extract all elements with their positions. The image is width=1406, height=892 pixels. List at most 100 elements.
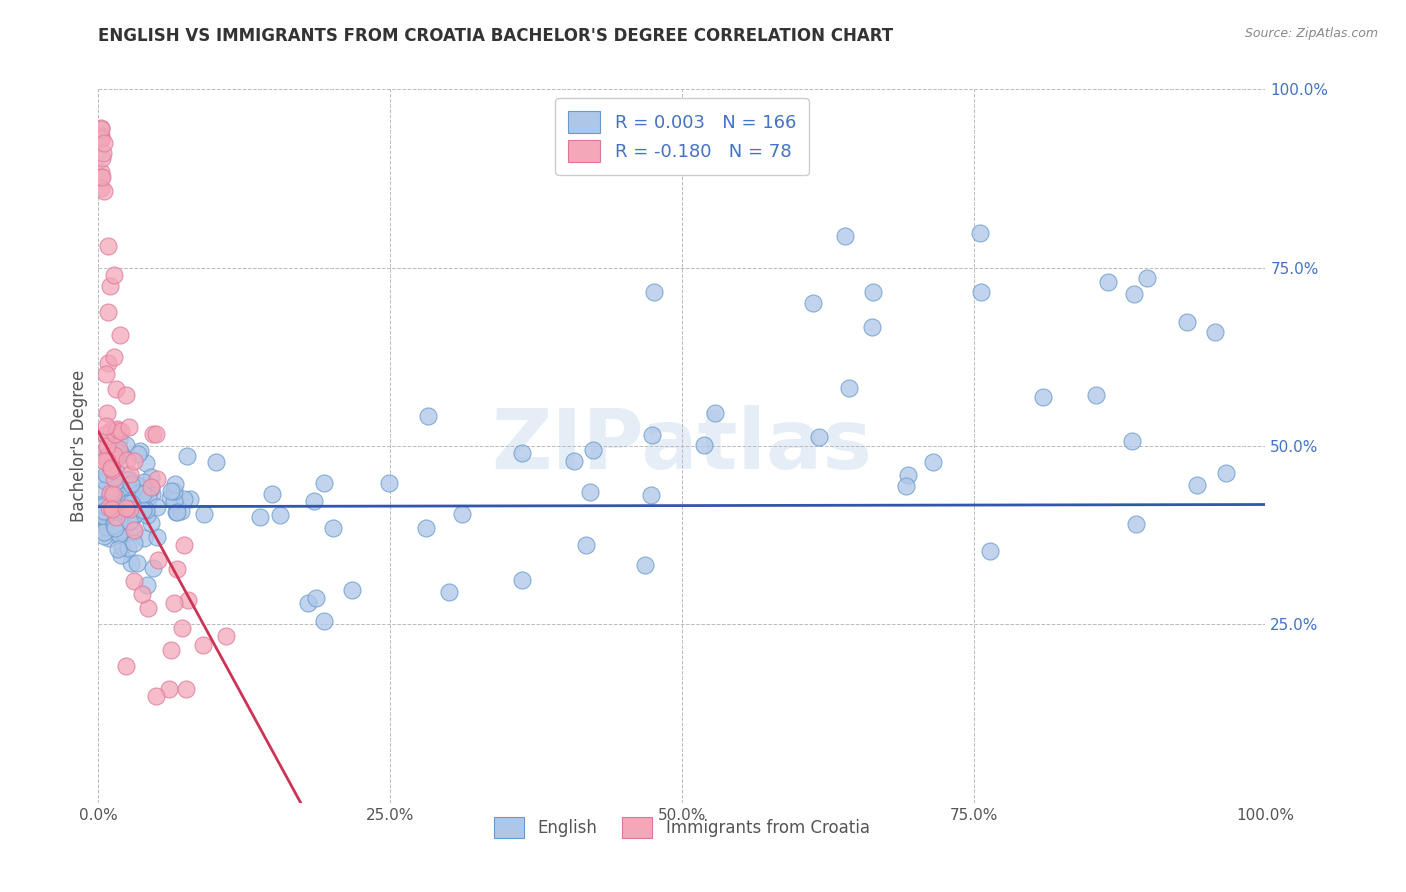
Point <box>93 504 115 518</box>
Point <box>146 530 169 544</box>
Point <box>90 169 112 184</box>
Point <box>146 553 169 567</box>
Point <box>114 519 136 533</box>
Point <box>115 659 138 673</box>
Point <box>1215 467 1237 481</box>
Point <box>96 418 118 433</box>
Point <box>510 573 533 587</box>
Point <box>118 501 141 516</box>
Point <box>105 505 128 519</box>
Point <box>108 442 131 456</box>
Point <box>97 356 120 370</box>
Point <box>120 556 142 570</box>
Point <box>969 226 991 240</box>
Point <box>302 494 325 508</box>
Point <box>173 538 195 552</box>
Point <box>104 451 127 466</box>
Point <box>124 574 146 589</box>
Point <box>90 181 112 195</box>
Point <box>418 409 440 423</box>
Point <box>145 690 167 704</box>
Point <box>172 621 194 635</box>
Point <box>807 430 830 444</box>
Point <box>135 578 157 592</box>
Point <box>104 464 127 478</box>
Point <box>139 516 162 530</box>
Point <box>120 514 142 528</box>
Point <box>643 285 665 299</box>
Point <box>163 493 186 508</box>
Point <box>801 295 824 310</box>
Point <box>93 505 115 519</box>
Point <box>163 477 186 491</box>
Point <box>103 500 125 515</box>
Point <box>111 540 134 554</box>
Point <box>141 480 163 494</box>
Point <box>94 474 117 488</box>
Point <box>101 520 124 534</box>
Point <box>105 422 128 436</box>
Point <box>93 136 115 150</box>
Point <box>100 460 122 475</box>
Point <box>191 638 214 652</box>
Point <box>269 508 291 522</box>
Point <box>96 453 118 467</box>
Point <box>139 470 162 484</box>
Point <box>107 541 129 556</box>
Point <box>135 456 157 470</box>
Point <box>634 558 657 572</box>
Point <box>437 585 460 599</box>
Point <box>166 505 188 519</box>
Point <box>169 504 191 518</box>
Point <box>115 387 138 401</box>
Point <box>110 424 132 438</box>
Point <box>96 440 118 454</box>
Point <box>98 425 121 440</box>
Point <box>93 184 115 198</box>
Point <box>377 476 399 491</box>
Point <box>105 491 128 505</box>
Point <box>108 516 131 530</box>
Point <box>104 474 127 488</box>
Point <box>97 500 120 514</box>
Point <box>111 485 134 500</box>
Point <box>124 491 146 506</box>
Point <box>90 165 112 179</box>
Text: ENGLISH VS IMMIGRANTS FROM CROATIA BACHELOR'S DEGREE CORRELATION CHART: ENGLISH VS IMMIGRANTS FROM CROATIA BACHE… <box>98 27 894 45</box>
Point <box>215 629 238 643</box>
Point <box>1122 286 1144 301</box>
Point <box>100 423 122 437</box>
Point <box>93 472 115 486</box>
Point <box>103 508 125 522</box>
Point <box>118 472 141 486</box>
Point <box>142 427 165 442</box>
Point <box>117 474 139 488</box>
Point <box>641 428 664 442</box>
Point <box>120 513 142 527</box>
Point <box>135 503 157 517</box>
Point <box>101 463 124 477</box>
Point <box>118 420 141 434</box>
Point <box>1204 326 1226 340</box>
Point <box>136 497 159 511</box>
Point <box>96 505 118 519</box>
Point <box>96 406 118 420</box>
Point <box>510 446 533 460</box>
Point <box>118 492 141 507</box>
Point <box>415 521 437 535</box>
Point <box>574 538 596 552</box>
Point <box>103 482 125 496</box>
Point <box>922 455 945 469</box>
Point <box>105 444 128 458</box>
Point <box>297 596 319 610</box>
Point <box>122 493 145 508</box>
Point <box>640 488 662 502</box>
Point <box>125 480 148 494</box>
Point <box>127 447 149 461</box>
Point <box>897 468 920 483</box>
Point <box>128 486 150 500</box>
Point <box>174 681 197 696</box>
Point <box>139 483 162 497</box>
Point <box>94 451 117 466</box>
Point <box>101 502 124 516</box>
